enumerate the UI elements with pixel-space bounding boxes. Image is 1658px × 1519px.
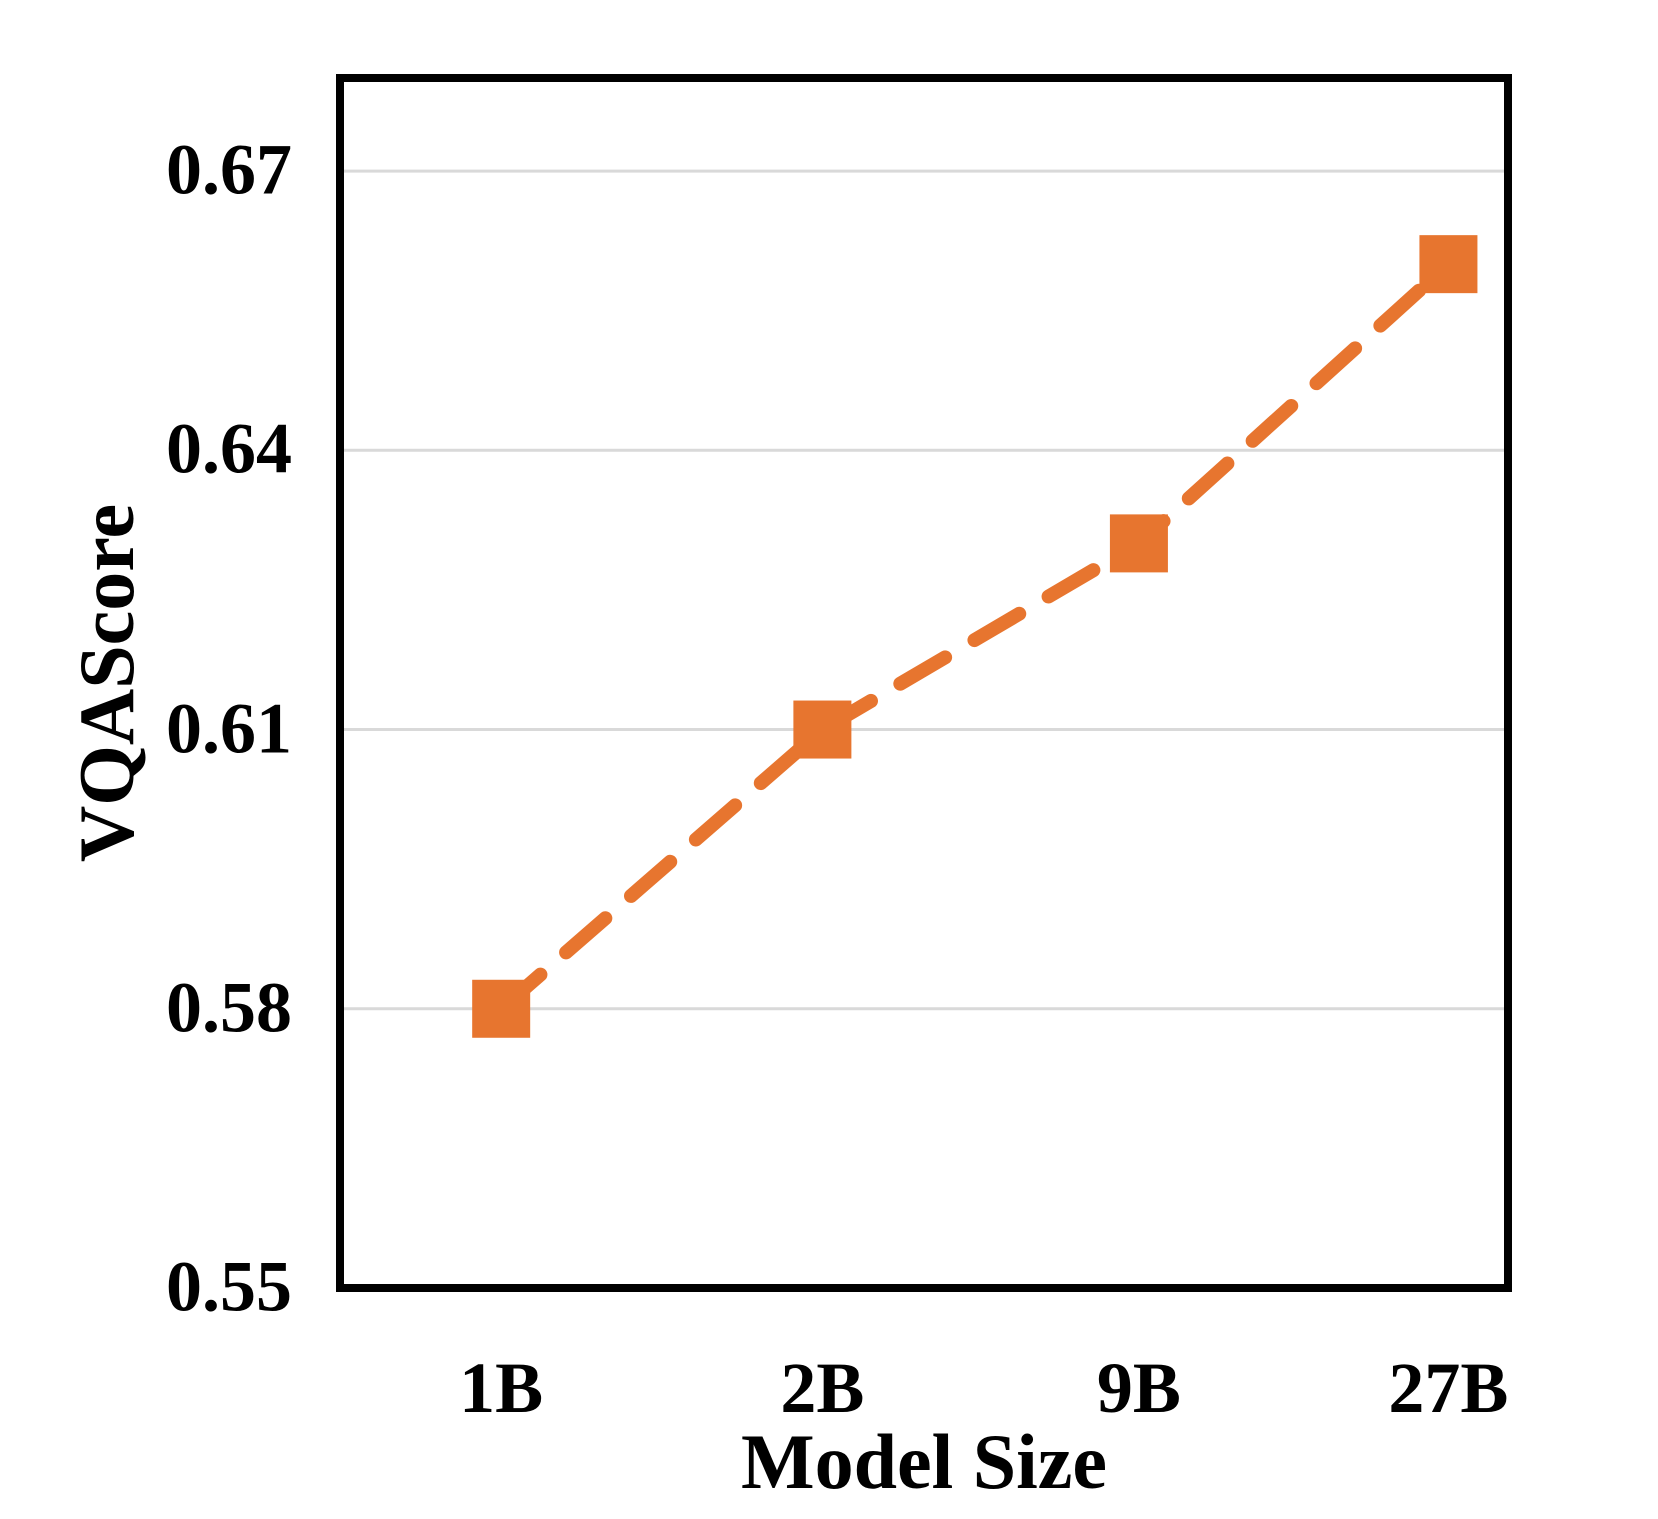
y-tick-label: 0.58 xyxy=(166,967,292,1048)
x-tick-label: 9B xyxy=(1096,1348,1181,1428)
plot-border xyxy=(336,74,1512,1292)
x-tick-label: 1B xyxy=(459,1348,544,1428)
x-axis-title: Model Size xyxy=(740,1418,1108,1505)
x-tick-label: 2B xyxy=(780,1348,865,1428)
y-tick-label: 0.61 xyxy=(166,688,292,769)
series-line xyxy=(494,257,1456,1016)
data-point-marker xyxy=(1419,235,1478,294)
y-tick-label: 0.55 xyxy=(166,1246,292,1327)
data-point-marker xyxy=(472,979,531,1038)
x-tick-label: 27B xyxy=(1388,1348,1509,1428)
y-tick-label: 0.67 xyxy=(166,129,292,210)
y-tick-label: 0.64 xyxy=(166,408,292,489)
y-axis-title: VQAScore xyxy=(63,503,150,863)
data-point-marker xyxy=(1109,514,1168,573)
data-point-marker xyxy=(793,700,852,759)
